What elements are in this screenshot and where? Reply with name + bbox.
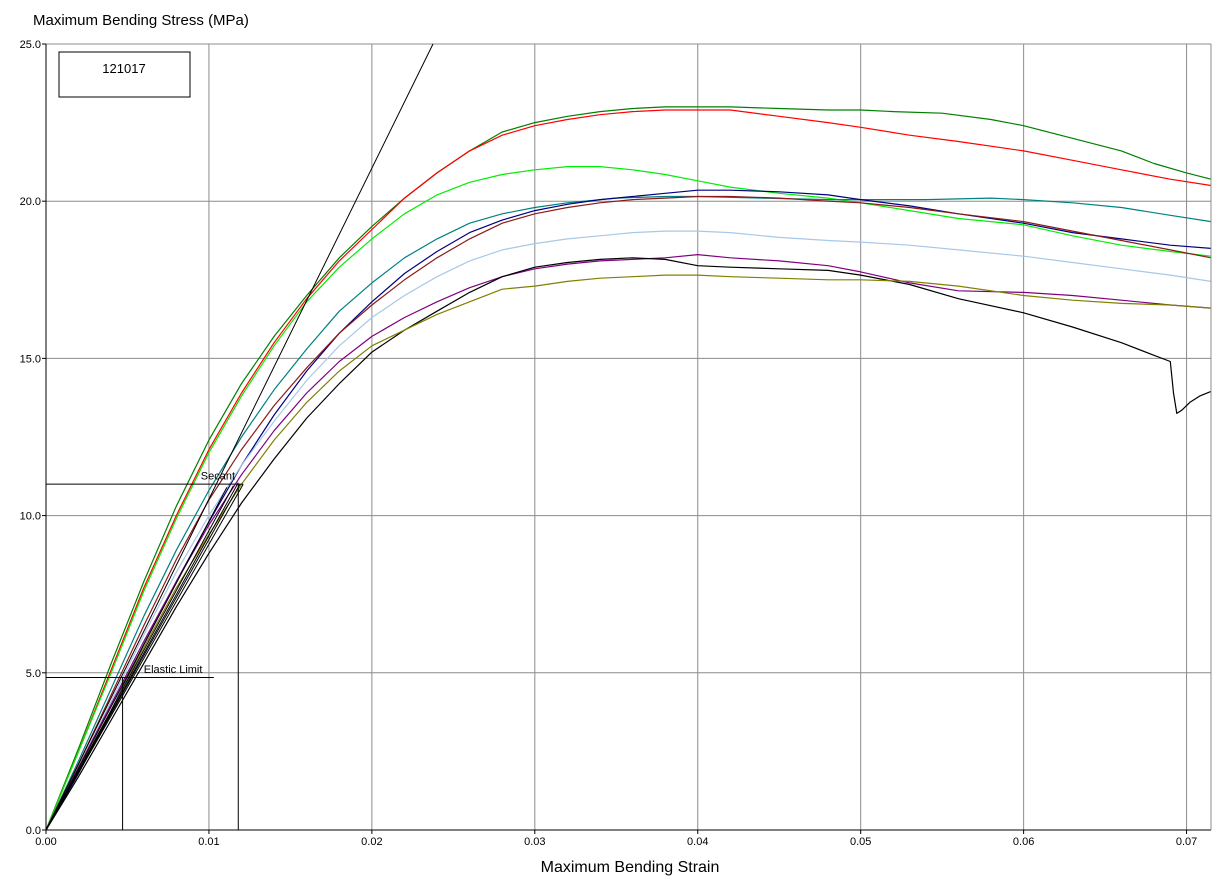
axes-layer [45,44,1212,831]
series-line [45,109,1212,831]
series-line [45,254,1212,831]
x-axis-title: Maximum Bending Strain [541,859,720,876]
x-tick-label: 0.02 [361,836,382,848]
x-tick-label: 0.00 [35,836,56,848]
y-tick-label: 10.0 [20,511,41,523]
construction-line [45,483,241,831]
x-tick-label: 0.06 [1013,836,1034,848]
x-tick-label: 0.04 [687,836,708,848]
y-tick-label: 20.0 [20,196,41,208]
y-axis-title: Maximum Bending Stress (MPa) [33,12,249,29]
annotation-label: Secant [201,471,235,483]
y-tick-label: 25.0 [20,39,41,51]
x-tick-label: 0.01 [198,836,219,848]
series-layer [45,106,1212,831]
x-tick-label: 0.07 [1176,836,1197,848]
construction-line [45,485,234,831]
legend-box: 121017 [58,51,191,98]
series-line [45,195,1212,831]
series-line [45,106,1212,831]
construction-layer [45,43,434,831]
x-tick-label: 0.05 [850,836,871,848]
y-tick-label: 15.0 [20,353,41,365]
y-tick-label: 5.0 [26,668,41,680]
series-line [45,195,1212,831]
series-line [45,166,1212,831]
legend-label: 121017 [102,61,145,76]
y-tick-label: 0.0 [26,825,41,837]
annotation-layer: Secant Elastic Limit [46,471,244,830]
x-tick-label: 0.03 [524,836,545,848]
ticks-layer: 0.00 0.01 0.02 0.03 0.04 0.05 0.06 0.07 0.0 5.0 10… [20,39,1198,848]
construction-line [45,43,434,831]
grid-layer [46,43,1211,830]
series-line [45,257,1212,831]
construction-line [45,487,228,831]
legend-border [58,51,191,98]
series-line [45,230,1212,831]
annotation-label: Elastic Limit [144,664,203,676]
